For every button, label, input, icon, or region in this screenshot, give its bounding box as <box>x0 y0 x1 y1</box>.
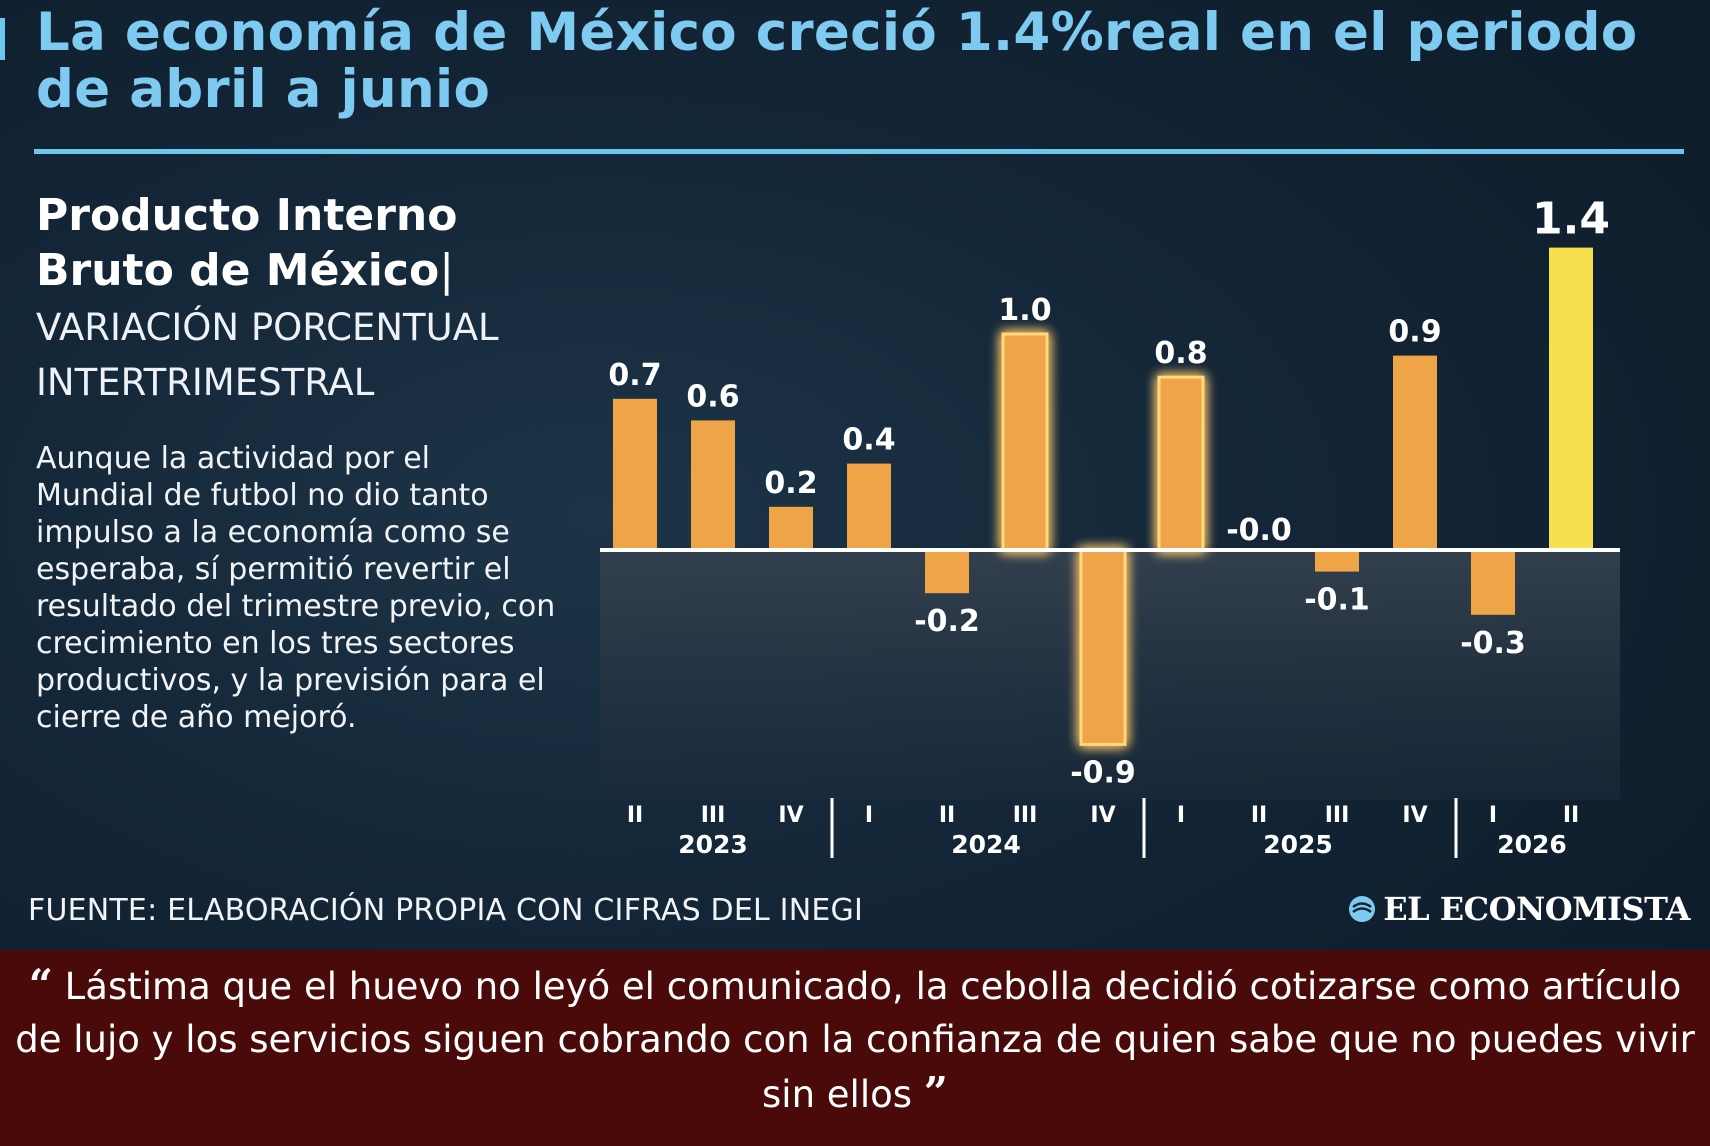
gdp-bar-chart: 0.7 0.6 0.2 0.4 -0.2 1.0 -0.9 0.8 -0.0 -0.1 0.9 -0.… <box>600 194 1620 859</box>
bar-3 <box>847 463 891 550</box>
bar-0 <box>613 398 657 550</box>
chart-title-text: Producto Interno Bruto de México <box>36 190 458 296</box>
data-label-7: 0.8 <box>1154 336 1207 371</box>
year-label-2023: 2023 <box>678 830 748 859</box>
data-label-9: -0.1 <box>1304 583 1370 618</box>
bar-12 <box>1549 247 1593 550</box>
bar-4 <box>925 550 969 594</box>
chart-measure: VARIACIÓN PORCENTUAL INTERTRIMESTRAL <box>36 306 499 404</box>
bar-5 <box>1001 332 1049 552</box>
data-label-12: 1.4 <box>1532 194 1610 245</box>
bar-11 <box>1471 550 1515 615</box>
quote-band: “ Lástima que el huevo no leyó el comuni… <box>0 950 1710 1146</box>
title-cursor: | <box>439 245 455 296</box>
chart-title: Producto Interno Bruto de México| <box>36 188 556 298</box>
quarter-tick-7: I <box>1177 803 1185 828</box>
quarter-tick-8: II <box>1251 803 1267 828</box>
data-label-10: 0.9 <box>1388 315 1441 350</box>
quarter-tick-3: I <box>865 803 873 828</box>
chart-subtitle: Producto Interno Bruto de México| VARIAC… <box>36 188 556 410</box>
year-label-2025: 2025 <box>1263 830 1333 859</box>
divider-rule <box>34 149 1684 154</box>
brand-name: EL ECONOMISTA <box>1383 890 1690 928</box>
data-label-5: 1.0 <box>998 293 1051 328</box>
quarter-tick-5: III <box>1013 803 1038 828</box>
data-label-0: 0.7 <box>608 358 661 393</box>
data-label-3: 0.4 <box>842 423 895 458</box>
body-paragraph: Aunque la actividad por el Mundial de fu… <box>36 441 556 735</box>
brand-logo: EL ECONOMISTA <box>1347 890 1690 928</box>
quarter-tick-6: IV <box>1090 803 1115 828</box>
year-label-2026: 2026 <box>1497 830 1567 859</box>
quarter-tick-4: II <box>939 803 955 828</box>
quote: “ Lástima que el huevo no leyó el comuni… <box>0 958 1710 1121</box>
quarter-tick-12: II <box>1563 803 1579 828</box>
data-label-1: 0.6 <box>686 379 739 414</box>
bar-1 <box>691 420 735 550</box>
bar-2 <box>769 506 813 550</box>
quarter-tick-10: IV <box>1402 803 1427 828</box>
source-note: FUENTE: ELABORACIÓN PROPIA CON CIFRAS DE… <box>28 893 864 928</box>
accent-tick <box>0 18 5 60</box>
quarter-tick-9: III <box>1325 803 1350 828</box>
quote-close-mark: ” <box>923 1068 948 1117</box>
bar-7 <box>1157 375 1205 552</box>
year-label-2024: 2024 <box>951 830 1021 859</box>
quote-text: Lástima que el huevo no leyó el comunica… <box>15 965 1695 1116</box>
quote-open-mark: “ <box>28 960 53 1009</box>
bar-6 <box>1079 548 1127 746</box>
data-label-8: -0.0 <box>1226 513 1292 548</box>
quarter-tick-11: I <box>1489 803 1497 828</box>
headline: La economía de México creció 1.4%real en… <box>36 2 1638 120</box>
quarter-tick-1: III <box>701 803 726 828</box>
bar-10 <box>1393 355 1437 550</box>
data-label-6: -0.9 <box>1070 755 1136 790</box>
data-label-11: -0.3 <box>1460 626 1526 661</box>
data-label-2: 0.2 <box>764 466 817 501</box>
bar-9 <box>1315 550 1359 572</box>
data-label-4: -0.2 <box>914 604 980 639</box>
brand-emblem-icon <box>1349 896 1376 922</box>
quarter-tick-2: IV <box>778 803 803 828</box>
quarter-tick-0: II <box>627 803 643 828</box>
